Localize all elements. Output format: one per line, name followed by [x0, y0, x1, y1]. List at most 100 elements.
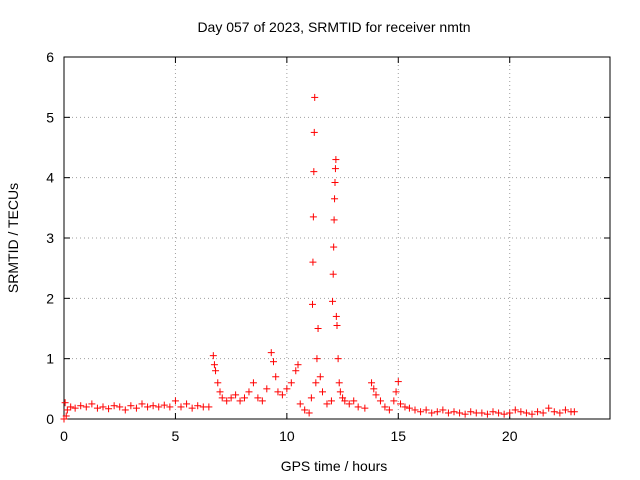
data-point: [216, 388, 224, 396]
data-point: [301, 406, 309, 414]
data-point: [312, 379, 320, 387]
data-point: [397, 400, 405, 408]
data-point: [539, 409, 547, 417]
data-point: [334, 355, 342, 363]
data-point: [61, 399, 69, 407]
data-point: [236, 397, 244, 405]
data-point: [278, 391, 286, 399]
data-point: [212, 367, 220, 375]
y-tick-label: 3: [46, 230, 54, 246]
data-point: [467, 408, 475, 416]
data-point: [331, 178, 339, 186]
data-point: [331, 195, 339, 203]
x-tick-label: 10: [279, 428, 295, 444]
data-point: [232, 391, 240, 399]
data-point: [305, 409, 313, 417]
data-point: [545, 404, 553, 412]
data-point: [116, 403, 124, 411]
y-tick-label: 5: [46, 109, 54, 125]
data-point: [258, 397, 266, 405]
data-point: [319, 388, 327, 396]
data-point: [341, 397, 349, 405]
data-point: [390, 397, 398, 405]
data-point: [283, 385, 291, 393]
data-point: [132, 404, 140, 412]
data-point: [309, 213, 317, 221]
data-point: [183, 400, 191, 408]
data-point: [329, 297, 337, 305]
data-point: [166, 403, 174, 411]
data-point: [314, 325, 322, 332]
data-point: [99, 403, 107, 411]
data-point: [138, 400, 146, 408]
data-point: [330, 216, 338, 224]
data-point: [313, 355, 321, 363]
x-axis-label: GPS time / hours: [281, 458, 388, 474]
data-point: [155, 403, 163, 411]
x-tick-label: 0: [60, 428, 68, 444]
data-point: [376, 397, 384, 405]
y-axis-label: SRMTID / TECUs: [5, 183, 21, 293]
data-point: [245, 388, 253, 396]
data-point: [210, 361, 218, 369]
chart-title: Day 057 of 2023, SRMTID for receiver nmt…: [197, 19, 470, 35]
data-point: [274, 388, 282, 396]
x-tick-label: 5: [172, 428, 180, 444]
data-point: [188, 404, 196, 412]
y-tick-label: 1: [46, 351, 54, 367]
data-point: [433, 408, 441, 416]
data-point: [71, 404, 79, 412]
data-point: [160, 401, 168, 409]
data-point: [550, 408, 558, 416]
data-point: [62, 412, 70, 420]
data-point: [333, 321, 341, 329]
data-point: [368, 379, 376, 387]
data-point: [309, 258, 317, 266]
x-tick-label: 20: [502, 428, 518, 444]
data-point: [500, 410, 508, 418]
data-point: [311, 93, 319, 101]
data-point: [495, 409, 503, 417]
data-point: [214, 379, 222, 387]
data-point: [269, 358, 277, 366]
data-point: [263, 385, 271, 393]
data-point: [422, 406, 430, 414]
data-point: [354, 403, 362, 411]
data-point: [241, 394, 249, 402]
data-point: [361, 404, 369, 412]
data-point: [381, 403, 389, 411]
data-point: [272, 373, 280, 381]
data-point: [450, 408, 458, 416]
data-point: [316, 373, 324, 381]
data-point: [417, 408, 425, 416]
data-point: [63, 406, 71, 414]
data-point: [149, 402, 157, 410]
data-point: [327, 397, 335, 405]
axis-ticks: 0 5 10 15 20 0 1 2 3 4 5 6: [46, 49, 610, 444]
data-point: [209, 352, 217, 360]
data-point: [171, 397, 179, 405]
data-point: [82, 403, 90, 411]
y-tick-label: 6: [46, 49, 54, 65]
data-point: [401, 403, 409, 411]
data-point: [489, 408, 497, 416]
data-point: [522, 409, 530, 417]
data-point: [287, 379, 295, 387]
data-point: [517, 408, 525, 416]
data-point: [218, 394, 226, 402]
data-point: [444, 409, 452, 417]
data-point: [88, 400, 96, 408]
data-point: [223, 397, 231, 405]
grid-lines: [64, 57, 610, 419]
data-point: [332, 312, 340, 320]
data-point: [456, 409, 464, 417]
data-point: [478, 409, 486, 417]
data-point: [77, 402, 85, 410]
data-point: [392, 388, 400, 396]
data-point: [127, 402, 135, 410]
data-point: [330, 243, 338, 251]
data-point: [411, 406, 419, 414]
data-point: [561, 406, 569, 414]
data-point: [483, 410, 491, 418]
